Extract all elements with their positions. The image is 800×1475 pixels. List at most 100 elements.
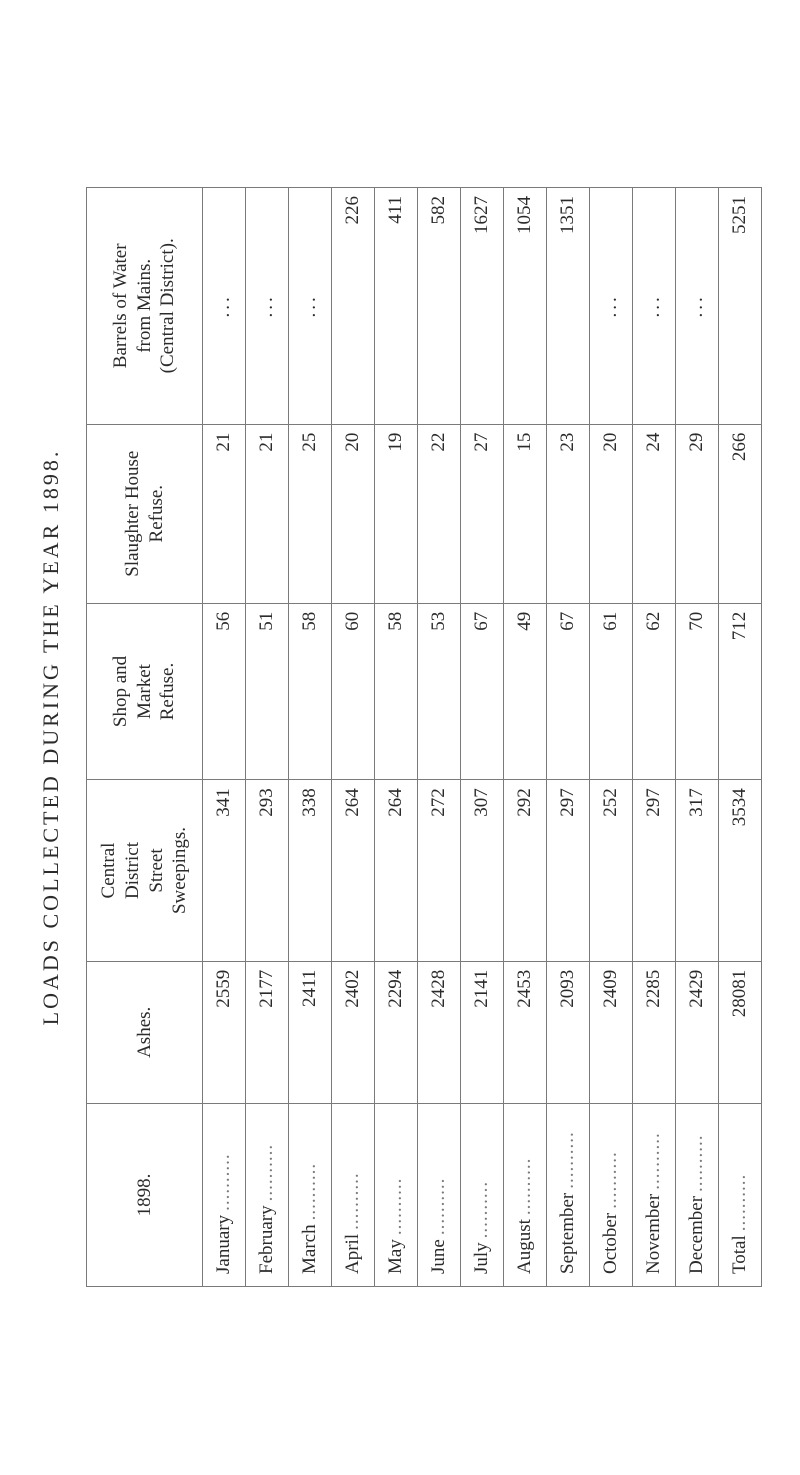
central-cell: 293 — [246, 780, 289, 961]
table-body: January25593415621...February21772935121… — [203, 188, 762, 1287]
table-row: October24092526120... — [590, 188, 633, 1287]
month-cell: October — [590, 1103, 633, 1286]
shop-cell: 53 — [418, 603, 461, 780]
shop-cell: 61 — [590, 603, 633, 780]
slaughter-cell: 22 — [418, 424, 461, 603]
barrels-cell: ... — [203, 188, 246, 425]
total-shop: 712 — [719, 603, 762, 780]
table-wrapper: LOADS COLLECTED DURING THE YEAR 1898. 18… — [38, 187, 762, 1287]
month-cell: November — [633, 1103, 676, 1286]
central-cell: 297 — [547, 780, 590, 961]
month-cell: January — [203, 1103, 246, 1286]
table-row: March24113385825... — [289, 188, 332, 1287]
slaughter-cell: 23 — [547, 424, 590, 603]
ashes-cell: 2294 — [375, 961, 418, 1103]
ashes-cell: 2411 — [289, 961, 332, 1103]
month-cell: September — [547, 1103, 590, 1286]
central-cell: 307 — [461, 780, 504, 961]
loads-table: 1898. Ashes. CentralDistrictStreetSweepi… — [86, 187, 762, 1287]
total-row: Total2808135347122665251 — [719, 188, 762, 1287]
ashes-cell: 2177 — [246, 961, 289, 1103]
ashes-cell: 2141 — [461, 961, 504, 1103]
table-row: November22852976224... — [633, 188, 676, 1287]
table-row: January25593415621... — [203, 188, 246, 1287]
month-cell: April — [332, 1103, 375, 1286]
total-label: Total — [719, 1103, 762, 1286]
slaughter-cell: 20 — [332, 424, 375, 603]
ashes-cell: 2429 — [676, 961, 719, 1103]
central-cell: 252 — [590, 780, 633, 961]
col-barrels-header: Barrels of Waterfrom Mains.(Central Dist… — [87, 188, 203, 425]
ashes-cell: 2409 — [590, 961, 633, 1103]
table-row: May22942645819411 — [375, 188, 418, 1287]
shop-cell: 70 — [676, 603, 719, 780]
month-cell: August — [504, 1103, 547, 1286]
table-row: December24293177029... — [676, 188, 719, 1287]
slaughter-cell: 25 — [289, 424, 332, 603]
page-title: LOADS COLLECTED DURING THE YEAR 1898. — [38, 187, 64, 1287]
central-cell: 272 — [418, 780, 461, 961]
col-shop-header: Shop andMarketRefuse. — [87, 603, 203, 780]
shop-cell: 62 — [633, 603, 676, 780]
slaughter-cell: 20 — [590, 424, 633, 603]
central-cell: 297 — [633, 780, 676, 961]
col-central-header: CentralDistrictStreetSweepings. — [87, 780, 203, 961]
shop-cell: 67 — [547, 603, 590, 780]
slaughter-cell: 21 — [203, 424, 246, 603]
ashes-cell: 2559 — [203, 961, 246, 1103]
slaughter-cell: 29 — [676, 424, 719, 603]
table-row: June24282725322582 — [418, 188, 461, 1287]
table-row: August245329249151054 — [504, 188, 547, 1287]
month-cell: March — [289, 1103, 332, 1286]
barrels-cell: 1351 — [547, 188, 590, 425]
total-barrels: 5251 — [719, 188, 762, 425]
central-cell: 338 — [289, 780, 332, 961]
col-ashes-header: Ashes. — [87, 961, 203, 1103]
shop-cell: 67 — [461, 603, 504, 780]
slaughter-cell: 19 — [375, 424, 418, 603]
central-cell: 264 — [375, 780, 418, 961]
shop-cell: 56 — [203, 603, 246, 780]
central-cell: 292 — [504, 780, 547, 961]
barrels-cell: ... — [633, 188, 676, 425]
ashes-cell: 2402 — [332, 961, 375, 1103]
central-cell: 317 — [676, 780, 719, 961]
barrels-cell: ... — [676, 188, 719, 425]
barrels-cell: ... — [246, 188, 289, 425]
barrels-cell: 411 — [375, 188, 418, 425]
table-row: April24022646020226 — [332, 188, 375, 1287]
slaughter-cell: 24 — [633, 424, 676, 603]
ashes-cell: 2428 — [418, 961, 461, 1103]
total-slaughter: 266 — [719, 424, 762, 603]
shop-cell: 49 — [504, 603, 547, 780]
barrels-cell: 226 — [332, 188, 375, 425]
ashes-cell: 2285 — [633, 961, 676, 1103]
barrels-cell: ... — [289, 188, 332, 425]
total-ashes: 28081 — [719, 961, 762, 1103]
slaughter-cell: 15 — [504, 424, 547, 603]
shop-cell: 60 — [332, 603, 375, 780]
table-row: February21772935121... — [246, 188, 289, 1287]
month-cell: June — [418, 1103, 461, 1286]
month-cell: July — [461, 1103, 504, 1286]
barrels-cell: 1627 — [461, 188, 504, 425]
total-central: 3534 — [719, 780, 762, 961]
table-row: July214130767271627 — [461, 188, 504, 1287]
col-slaughter-header: Slaughter HouseRefuse. — [87, 424, 203, 603]
barrels-cell: 1054 — [504, 188, 547, 425]
month-cell: December — [676, 1103, 719, 1286]
shop-cell: 58 — [375, 603, 418, 780]
shop-cell: 51 — [246, 603, 289, 780]
month-cell: February — [246, 1103, 289, 1286]
slaughter-cell: 27 — [461, 424, 504, 603]
slaughter-cell: 21 — [246, 424, 289, 603]
month-cell: May — [375, 1103, 418, 1286]
ashes-cell: 2093 — [547, 961, 590, 1103]
barrels-cell: 582 — [418, 188, 461, 425]
shop-cell: 58 — [289, 603, 332, 780]
table-row: September209329767231351 — [547, 188, 590, 1287]
central-cell: 341 — [203, 780, 246, 961]
col-year-header: 1898. — [87, 1103, 203, 1286]
barrels-cell: ... — [590, 188, 633, 425]
central-cell: 264 — [332, 780, 375, 961]
